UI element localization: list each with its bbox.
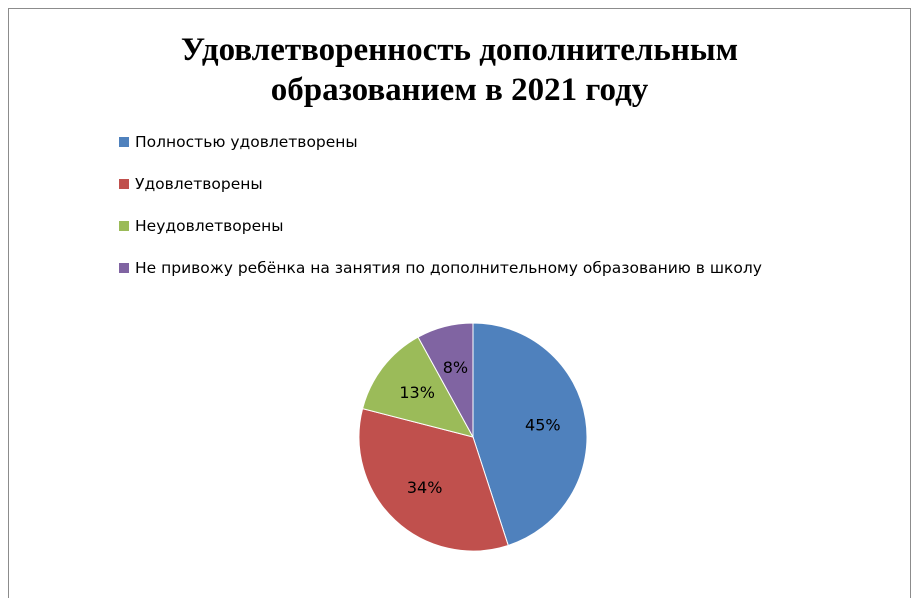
legend-label: Полностью удовлетворены [135,133,358,151]
legend-item-fully-satisfied: Полностью удовлетворены [119,130,762,154]
data-label-not-attending: 8% [443,358,468,377]
pie-slice-unsatisfied [361,336,474,438]
pie-slice-fully-satisfied [472,322,588,547]
legend-item-unsatisfied: Неудовлетворены [119,214,762,238]
pie-slice-satisfied [358,408,509,552]
legend-label: Неудовлетворены [135,217,284,235]
chart-legend: Полностью удовлетворены Удовлетворены Не… [119,130,762,298]
legend-item-satisfied: Удовлетворены [119,172,762,196]
legend-swatch [119,263,129,273]
data-label-satisfied: 34% [407,478,443,497]
legend-label: Не привожу ребёнка на занятия по дополни… [135,259,762,277]
legend-swatch [119,221,129,231]
legend-label: Удовлетворены [135,175,263,193]
legend-item-not-attending: Не привожу ребёнка на занятия по дополни… [119,256,762,280]
data-label-unsatisfied: 13% [399,383,435,402]
chart-title-line-1: Удовлетворенность дополнительным [180,32,739,68]
chart-title-line-2: образованием в 2021 году [270,72,649,108]
chart-title: Удовлетворенность дополнительным образов… [8,30,911,110]
pie-slice-not-attending [417,322,474,438]
data-label-fully-satisfied: 45% [525,415,561,434]
legend-swatch [119,179,129,189]
legend-swatch [119,137,129,147]
